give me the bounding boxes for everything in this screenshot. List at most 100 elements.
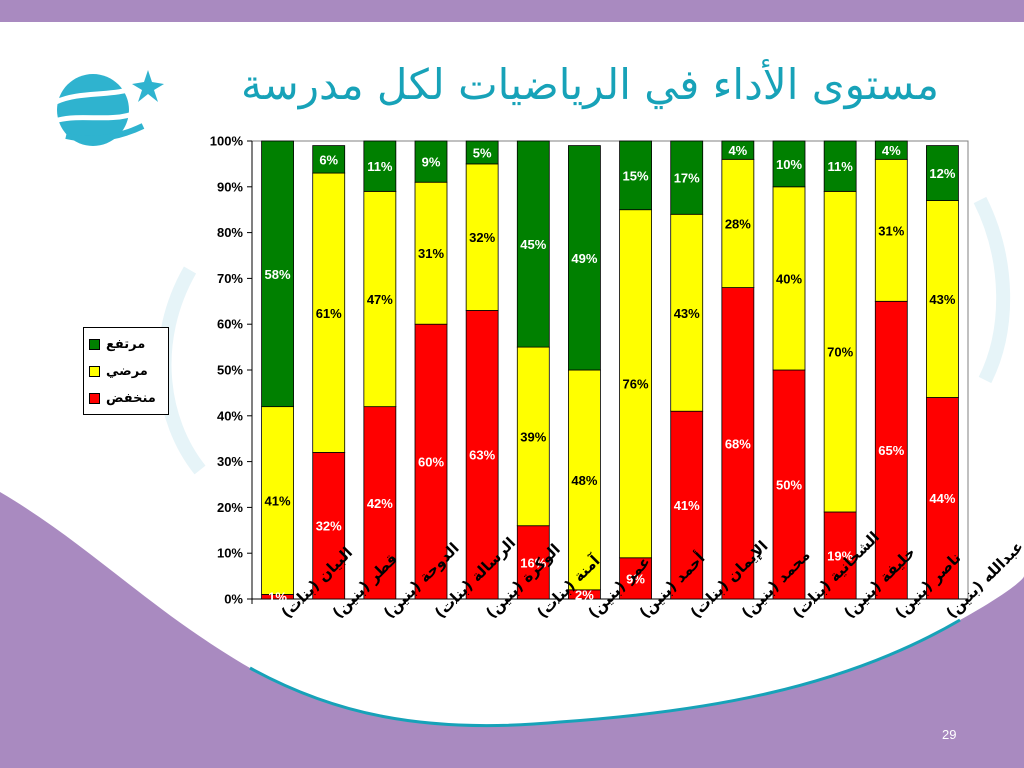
bar-segment-high	[465, 140, 499, 165]
data-label-low: 2%	[575, 587, 594, 602]
top-band	[0, 0, 1024, 22]
y-tick-label: 20%	[217, 500, 243, 515]
y-tick-label: 70%	[217, 271, 243, 286]
data-label-high: 6%	[319, 152, 338, 167]
data-label-mid: 31%	[418, 246, 444, 261]
bar-segment-mid	[670, 213, 704, 412]
y-tick-label: 80%	[217, 225, 243, 240]
data-label-mid: 41%	[265, 494, 291, 509]
legend-item-mid: مرضي	[89, 363, 148, 379]
data-label-mid: 32%	[469, 230, 495, 245]
data-label-high: 12%	[929, 166, 955, 181]
data-label-mid: 40%	[776, 271, 802, 286]
legend-label-high: مرتفع	[106, 336, 146, 352]
data-label-high: 58%	[265, 267, 291, 282]
data-label-high: 11%	[827, 159, 853, 174]
bar-segment-mid	[414, 181, 448, 325]
y-tick-label: 100%	[210, 134, 244, 149]
bar-segment-high	[823, 140, 857, 192]
bar-segment-low	[312, 452, 346, 600]
legend-item-low: منخفض	[89, 390, 156, 406]
bar-segment-high	[670, 140, 704, 215]
bar-segment-high	[926, 145, 959, 201]
legend-swatch-high	[89, 338, 100, 350]
bar-segment-high	[874, 140, 908, 160]
data-label-high: 15%	[623, 168, 649, 183]
bar-segment-mid	[926, 200, 959, 398]
bar-segment-mid	[312, 172, 346, 453]
data-label-high: 11%	[367, 159, 393, 174]
bar-segment-low	[516, 525, 550, 600]
bar-segment-low	[414, 323, 448, 600]
data-label-low: 32%	[316, 519, 342, 534]
bar-segment-mid	[721, 158, 755, 288]
data-label-low: 1%	[268, 590, 287, 605]
y-tick-label: 0%	[224, 592, 243, 607]
bar-segment-low	[823, 511, 857, 600]
page-number: 29	[942, 727, 957, 742]
data-label-low: 42%	[367, 496, 393, 511]
bar-segment-low	[363, 406, 397, 600]
data-label-low: 65%	[878, 443, 904, 458]
bar-segment-low	[874, 300, 908, 600]
data-label-mid: 47%	[367, 292, 393, 307]
data-label-high: 4%	[882, 143, 901, 158]
bar-segment-high	[772, 140, 806, 188]
legend-swatch-low	[89, 392, 100, 404]
data-label-mid: 70%	[827, 345, 853, 360]
bar-segment-mid	[874, 158, 908, 302]
logo-icon	[54, 70, 164, 146]
data-label-mid: 76%	[623, 377, 649, 392]
bar-segment-low	[465, 310, 499, 600]
data-label-mid: 39%	[520, 429, 546, 444]
y-tick-label: 40%	[217, 408, 243, 423]
bar-segment-low	[926, 397, 959, 600]
bar-segment-high	[414, 140, 448, 183]
chart-legend: مرتفع مرضي منخفض	[83, 327, 169, 415]
data-label-high: 9%	[422, 155, 441, 170]
legend-swatch-mid	[89, 365, 100, 377]
data-label-low: 63%	[469, 448, 495, 463]
bar-segment-high	[261, 140, 294, 408]
bar-segment-mid	[261, 406, 294, 595]
data-label-mid: 61%	[316, 306, 342, 321]
y-tick-label: 50%	[217, 363, 243, 378]
data-label-low: 41%	[674, 498, 700, 513]
bar-segment-high	[568, 145, 601, 371]
bar-segment-mid	[516, 346, 550, 527]
bar-segment-high	[516, 140, 550, 348]
slide-title: مستوى الأداء في الرياضيات لكل مدرسة	[241, 60, 939, 109]
y-tick-label: 90%	[217, 179, 243, 194]
data-label-mid: 43%	[674, 306, 700, 321]
data-label-low: 9%	[626, 571, 645, 586]
legend-label-mid: مرضي	[106, 363, 148, 379]
plot-area	[251, 140, 969, 600]
bar-segment-mid	[465, 163, 499, 311]
data-label-low: 16%	[520, 555, 546, 570]
bar-segment-low	[721, 287, 755, 600]
data-label-low: 60%	[418, 455, 444, 470]
bar-segment-high	[363, 140, 397, 192]
data-label-high: 5%	[473, 145, 492, 160]
data-label-low: 68%	[725, 436, 751, 451]
bar-segment-high	[721, 140, 755, 160]
bar-segment-low	[619, 557, 652, 600]
data-label-mid: 28%	[725, 216, 751, 231]
data-label-high: 45%	[520, 237, 546, 252]
data-label-high: 10%	[776, 157, 802, 172]
data-label-mid: 31%	[878, 223, 904, 238]
data-label-low: 19%	[827, 548, 853, 563]
data-label-mid: 43%	[929, 292, 955, 307]
data-label-mid: 48%	[571, 473, 597, 488]
data-label-high: 4%	[728, 143, 747, 158]
data-label-high: 49%	[571, 251, 597, 266]
data-label-high: 17%	[674, 171, 700, 186]
bar-segment-low	[670, 410, 704, 600]
y-tick-label: 60%	[217, 317, 243, 332]
bar-segment-mid	[823, 190, 857, 513]
y-tick-label: 30%	[217, 454, 243, 469]
bar-segment-high	[312, 145, 346, 174]
y-tick-label: 10%	[217, 546, 243, 561]
data-label-low: 44%	[929, 491, 955, 506]
